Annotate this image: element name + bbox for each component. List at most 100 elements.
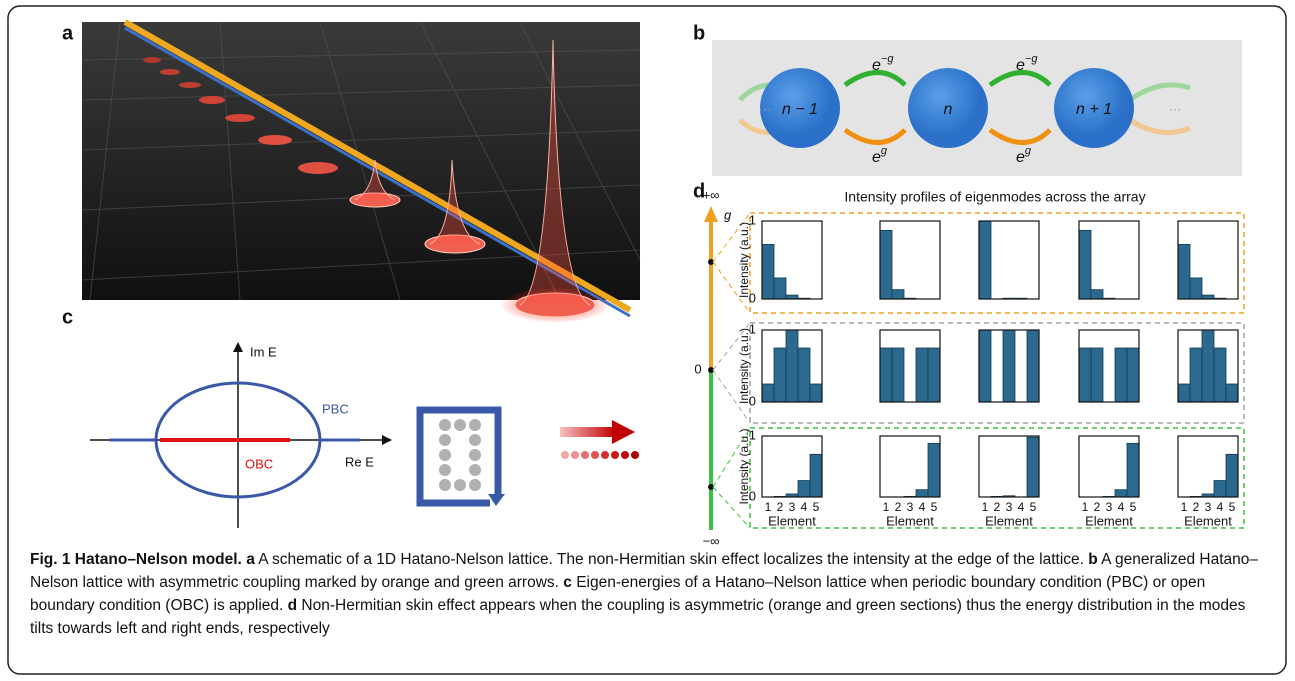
panel-label: a	[62, 22, 74, 44]
x-tick-label: 1	[1082, 500, 1089, 514]
x-tick-label: 2	[1094, 500, 1101, 514]
bar	[880, 348, 892, 402]
panel-label: c	[62, 306, 73, 328]
row-frame	[750, 213, 1244, 313]
bar	[1127, 443, 1139, 497]
re-axis-label: Re E	[345, 454, 374, 469]
base: e	[1016, 149, 1025, 166]
x-tick-label: 5	[1030, 500, 1037, 514]
panel-label: b	[693, 22, 705, 44]
bar	[1079, 348, 1091, 402]
bar	[762, 384, 774, 402]
x-tick-label: 4	[1118, 500, 1125, 514]
bar	[880, 230, 892, 299]
bar	[979, 330, 991, 402]
bar	[774, 278, 786, 299]
caption-label: Fig. 1 Hatano–Nelson model.	[30, 551, 242, 568]
chart-title: Intensity profiles of eigenmodes across …	[844, 189, 1145, 205]
x-tick-label: 5	[1130, 500, 1137, 514]
bar	[1091, 348, 1103, 402]
caption-panel: a	[246, 551, 255, 568]
exponent: g	[1025, 145, 1032, 157]
im-axis-label: Im E	[250, 344, 277, 359]
exponent: g	[881, 145, 888, 157]
y-tick-label: 0	[749, 290, 756, 305]
caption-panel: c	[563, 574, 572, 591]
bar	[1178, 384, 1190, 402]
bar	[810, 384, 822, 402]
obc-label: OBC	[245, 456, 273, 471]
bar	[1091, 290, 1103, 299]
bar	[1214, 481, 1226, 497]
bar	[798, 348, 810, 402]
bar	[1115, 490, 1127, 497]
figure: ··· ··· n − 1 n n + 1 e−g e−g eg eg Im E…	[0, 0, 1295, 681]
node-label: n − 1	[782, 101, 818, 118]
x-tick-label: 3	[1205, 500, 1212, 514]
bar	[916, 490, 928, 497]
x-tick-label: 5	[1229, 500, 1236, 514]
bar	[1079, 230, 1091, 299]
bar	[1003, 330, 1015, 402]
caption-panel: d	[288, 597, 297, 614]
dots: ···	[1169, 101, 1182, 116]
panel-a-image	[82, 22, 640, 323]
node-label: n + 1	[1076, 101, 1112, 118]
y-tick-label: 0	[749, 488, 756, 503]
g-axis-name: g	[724, 207, 732, 222]
x-tick-label: 3	[907, 500, 914, 514]
x-tick-label: 1	[765, 500, 772, 514]
x-axis-label: Element	[886, 513, 934, 528]
x-tick-label: 4	[919, 500, 926, 514]
bar	[1190, 348, 1202, 402]
x-tick-label: 2	[994, 500, 1001, 514]
dots: ···	[759, 101, 772, 116]
y-axis-label: Intensity (a.u.)	[737, 222, 751, 298]
bar	[786, 330, 798, 402]
y-tick-label: 1	[749, 321, 756, 336]
x-axis-label: Element	[1085, 513, 1133, 528]
x-tick-label: 1	[883, 500, 890, 514]
x-tick-label: 1	[982, 500, 989, 514]
caption: Fig. 1 Hatano–Nelson model. a A schemati…	[30, 548, 1265, 640]
node-label: n	[944, 101, 953, 118]
base: e	[1016, 57, 1025, 74]
bar	[928, 348, 940, 402]
bar	[1226, 384, 1238, 402]
bar	[916, 348, 928, 402]
g-axis-bottom: −∞	[703, 533, 720, 548]
bar	[774, 348, 786, 402]
base: e	[872, 57, 881, 74]
bar	[1226, 454, 1238, 497]
x-tick-label: 3	[789, 500, 796, 514]
x-tick-label: 3	[1006, 500, 1013, 514]
y-tick-label: 1	[749, 212, 756, 227]
g-axis-middle: 0	[694, 361, 701, 376]
bar	[810, 454, 822, 497]
bar	[1190, 278, 1202, 299]
panel-c-diagram	[90, 342, 639, 528]
x-tick-label: 4	[1018, 500, 1025, 514]
caption-panel: b	[1088, 551, 1097, 568]
x-tick-label: 1	[1181, 500, 1188, 514]
bar	[1178, 244, 1190, 299]
x-tick-label: 3	[1106, 500, 1113, 514]
bar	[1027, 437, 1039, 497]
x-tick-label: 4	[801, 500, 808, 514]
bar	[798, 481, 810, 497]
x-tick-label: 2	[895, 500, 902, 514]
bar	[979, 221, 991, 299]
pbc-label: PBC	[322, 401, 349, 416]
y-tick-label: 0	[749, 393, 756, 408]
x-tick-label: 5	[931, 500, 938, 514]
bar	[762, 244, 774, 299]
x-tick-label: 4	[1217, 500, 1224, 514]
x-tick-label: 5	[813, 500, 820, 514]
bar	[1214, 348, 1226, 402]
bar	[1202, 330, 1214, 402]
x-axis-label: Element	[1184, 513, 1232, 528]
bar	[1127, 348, 1139, 402]
g-axis-arrow	[704, 206, 718, 222]
row-frame	[750, 323, 1244, 423]
bar	[892, 348, 904, 402]
